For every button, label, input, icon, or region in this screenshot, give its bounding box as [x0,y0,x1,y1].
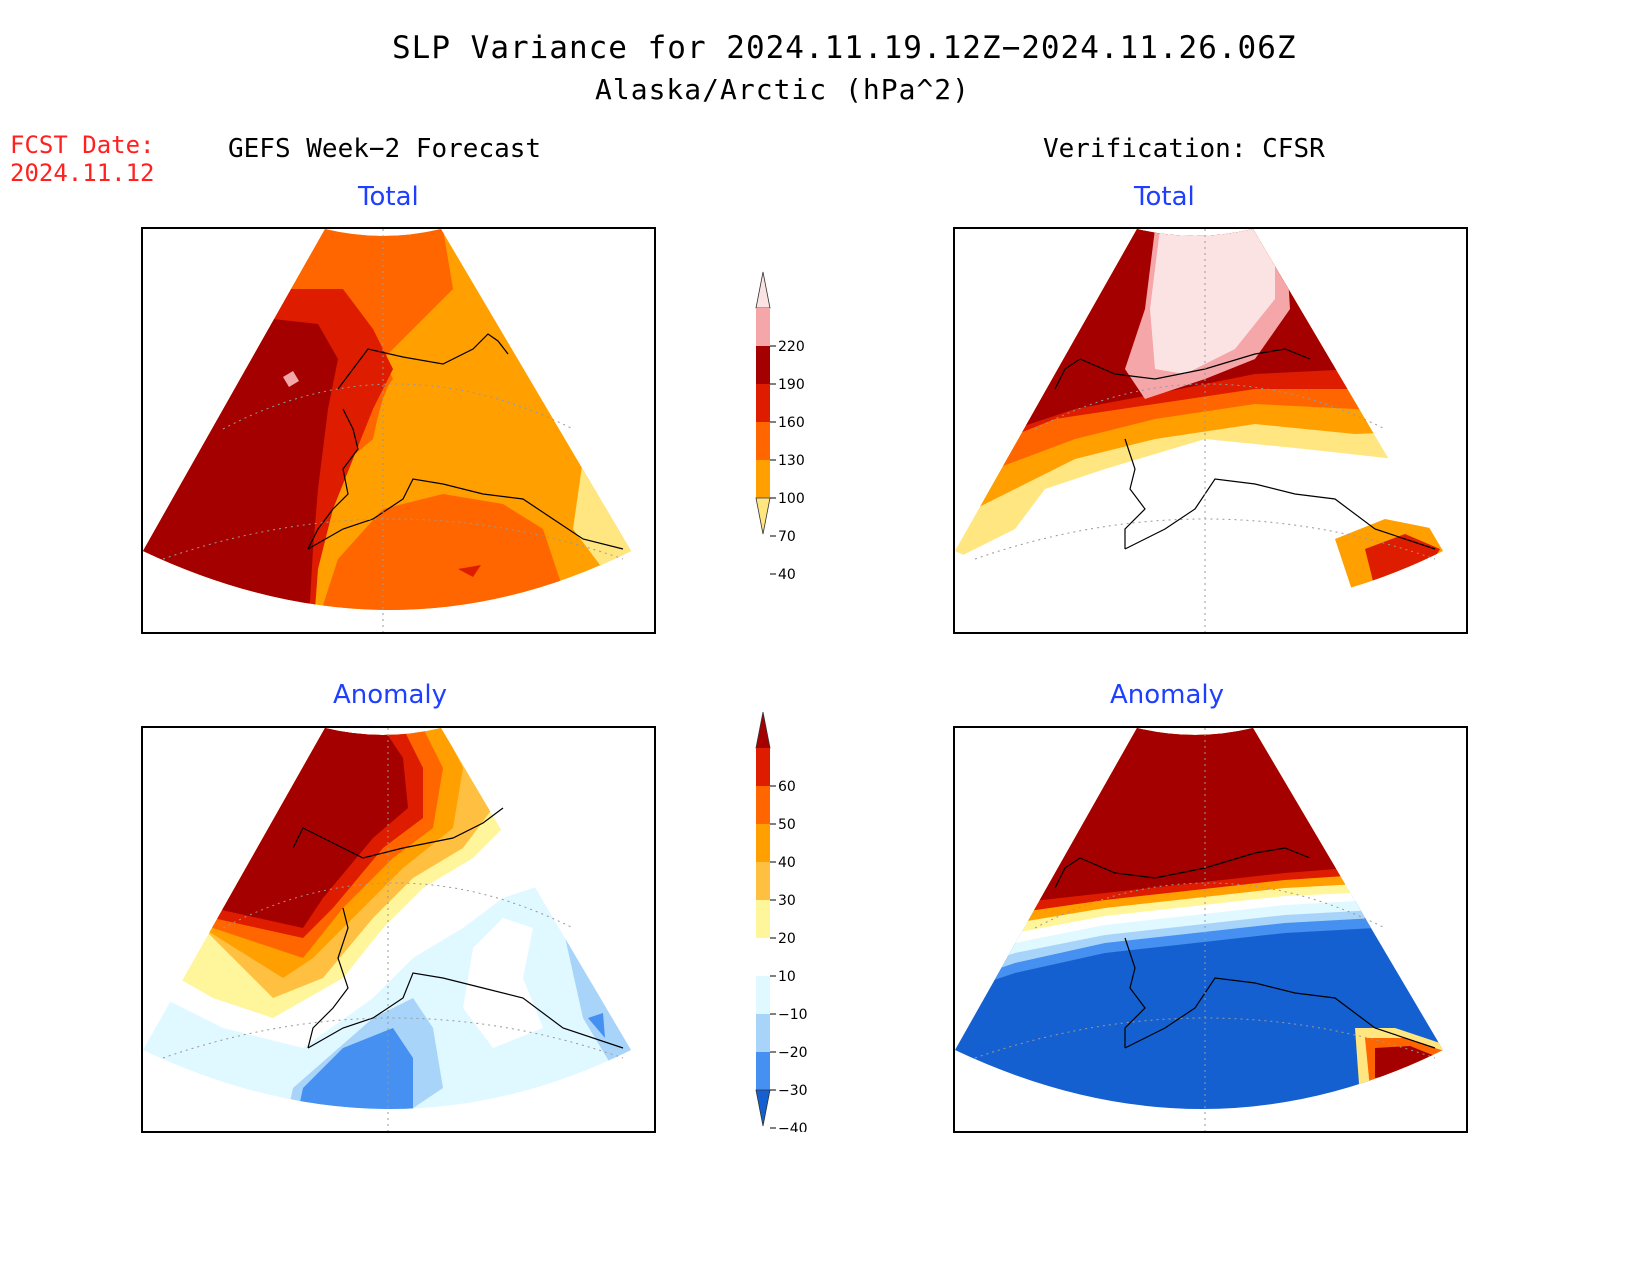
colorbar-anomaly-bottom-arrow [755,1089,771,1127]
colorbar-anomaly-tick-label: 60 [778,779,796,795]
colorbar-anomaly-tick-label: −40 [778,1121,808,1132]
colorbar-total-swatch [756,308,770,346]
main-title: SLP Variance for 2024.11.19.12Z−2024.11.… [392,30,1297,66]
colorbar-anomaly-tick-label: 10 [778,969,796,985]
colorbar-total-tick-label: 190 [778,377,805,393]
colorbar-total-tick-label: 100 [778,491,805,507]
coastline [307,333,624,550]
colorbar-total-tick-label: 220 [778,339,805,355]
map-forecast-total [141,227,656,634]
colorbar-anomaly-tick-label: 30 [778,893,796,909]
map-verification-anomaly [953,726,1468,1133]
field-190-220 [283,371,299,387]
colorbar-anomaly-swatch [756,1014,770,1052]
colorbar-total-swatch [756,460,770,498]
fcst-date-value: 2024.11.12 [10,159,155,187]
colorbar-total: 220 190 160 130 100 70 40 [750,268,830,583]
colorbar-total-tick-label: 160 [778,415,805,431]
colorbar-anomaly-top-arrow [755,711,771,749]
graticule [162,229,624,632]
colorbar-anomaly-tick-label: −30 [778,1083,808,1099]
colorbar-anomaly-swatch [756,938,770,976]
colorbar-anomaly-swatch [756,824,770,862]
colorbar-anomaly-swatch [756,976,770,1014]
colorbar-total-tick-label: 70 [778,529,796,545]
colorbar-anomaly-tick-label: 40 [778,855,796,871]
colorbar-anomaly: 60 50 40 30 20 10 −10 −20 −30 −40 [750,711,830,1137]
panel-title-forecast-total: Total [358,182,419,212]
colorbar-total-top-arrow [755,271,771,309]
map-verification-total [953,227,1468,634]
field-above-220 [1150,229,1275,374]
colorbar-total-swatches: 220 190 160 130 100 70 40 [755,271,805,583]
colorbar-anomaly-swatch [756,900,770,938]
graticule [974,728,1436,1131]
main-subtitle: Alaska/Arctic (hPa^2) [595,73,971,106]
field-130-160 [458,565,481,577]
colorbar-anomaly-swatches: 60 50 40 30 20 10 −10 −20 −30 −40 [755,711,808,1137]
column-title-forecast: GEFS Week−2 Forecast [228,134,542,164]
column-title-verification: Verification: CFSR [1043,134,1325,164]
colorbar-anomaly-swatch [756,748,770,786]
colorbar-anomaly-tick-label: 50 [778,817,796,833]
coastline [1054,348,1436,550]
colorbar-anomaly-swatch [756,786,770,824]
graticule [162,728,624,1131]
map-forecast-anomaly [141,726,656,1133]
field-minus30-minus40 [588,1013,605,1038]
graticule [974,229,1436,632]
colorbar-total-swatch [756,384,770,422]
colorbar-anomaly-swatch [756,862,770,900]
panel-title-verification-total: Total [1134,182,1195,212]
colorbar-total-swatch [756,346,770,384]
colorbar-anomaly-tick-label: −20 [778,1045,808,1061]
fcst-date-label: FCST Date: [10,131,155,159]
colorbar-total-swatch [756,422,770,460]
colorbar-anomaly-tick-label: 20 [778,931,796,947]
colorbar-total-tick-label: 40 [778,567,796,580]
colorbar-anomaly-swatch [756,1052,770,1090]
panel-title-forecast-anomaly: Anomaly [333,680,448,710]
coastline [292,807,624,1049]
colorbar-anomaly-tick-label: −10 [778,1007,808,1023]
panel-title-verification-anomaly: Anomaly [1110,680,1225,710]
colorbar-total-bottom-arrow [755,497,771,535]
field-160-190 [143,319,338,610]
field-130-160 [1365,534,1440,589]
field-near-zero [463,918,543,1048]
coastline [1054,847,1436,1049]
colorbar-total-tick-label: 130 [778,453,805,469]
